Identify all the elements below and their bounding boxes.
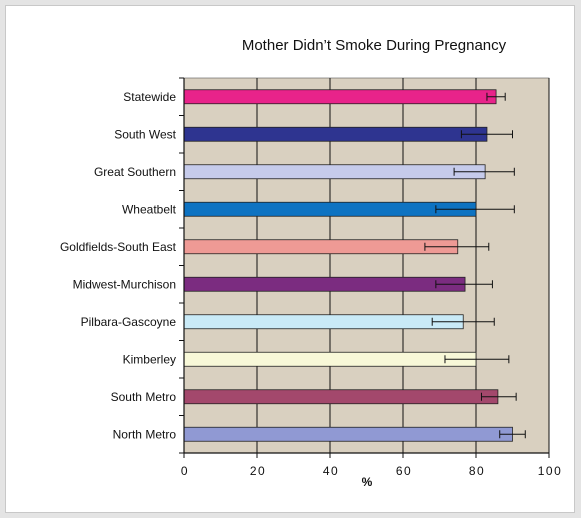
- category-label-great-southern: Great Southern: [94, 165, 176, 179]
- x-tick-label-60: 60: [396, 464, 412, 478]
- error-bar-midwest-murchison: [435, 280, 493, 289]
- category-label-wheatbelt: Wheatbelt: [122, 202, 177, 216]
- error-bars: [424, 92, 526, 439]
- category-label-goldfields-south-east: Goldfields-South East: [60, 240, 177, 254]
- bar-kimberley: [183, 351, 477, 367]
- bar-south-metro: [183, 389, 499, 405]
- chart-title: Mother Didn’t Smoke During Pregnancy: [242, 37, 507, 54]
- error-bar-south-metro: [480, 392, 517, 401]
- bar-north-metro: [183, 426, 513, 442]
- x-tick-label-0: 0: [181, 464, 189, 478]
- x-axis-label: %: [362, 475, 373, 489]
- error-bar-south-west: [460, 130, 513, 139]
- category-labels: Statewide South West Great Southern Wheatbe…: [60, 90, 177, 442]
- category-label-south-west: South West: [114, 127, 176, 141]
- bar-chart: Mother Didn’t Smoke During Pregnancy Sta…: [60, 37, 563, 489]
- x-tick-label-20: 20: [250, 464, 266, 478]
- category-label-statewide: Statewide: [123, 90, 176, 104]
- x-tick-label-80: 80: [469, 464, 485, 478]
- category-label-kimberley: Kimberley: [123, 352, 176, 366]
- x-tick-label-100: 100: [538, 464, 563, 478]
- category-label-south-metro: South Metro: [111, 390, 177, 404]
- x-tick-label-40: 40: [323, 464, 339, 478]
- category-label-midwest-murchison: Midwest-Murchison: [73, 277, 176, 291]
- chart-frame: Mother Didn’t Smoke During Pregnancy Sta…: [5, 5, 575, 513]
- error-bar-kimberley: [444, 355, 510, 364]
- error-bar-statewide: [486, 92, 506, 101]
- error-bar-goldfields-south-east: [424, 242, 490, 251]
- error-bar-great-southern: [453, 167, 515, 176]
- category-label-north-metro: North Metro: [113, 427, 177, 441]
- bar-pilbara-gascoyne: [183, 314, 464, 330]
- error-bar-wheatbelt: [435, 205, 515, 214]
- bar-goldfields-south-east: [183, 239, 459, 255]
- bar-south-west: [183, 126, 488, 142]
- tick-labels: 0 20 40 60 80 100: [181, 464, 563, 478]
- bar-great-southern: [183, 164, 486, 180]
- bar-midwest-murchison: [183, 276, 466, 292]
- error-bar-north-metro: [499, 430, 526, 439]
- bar-statewide: [183, 89, 497, 105]
- bar-wheatbelt: [183, 201, 477, 217]
- category-label-pilbara-gascoyne: Pilbara-Gascoyne: [81, 315, 177, 329]
- error-bar-pilbara-gascoyne: [431, 317, 495, 326]
- axes: [179, 77, 550, 458]
